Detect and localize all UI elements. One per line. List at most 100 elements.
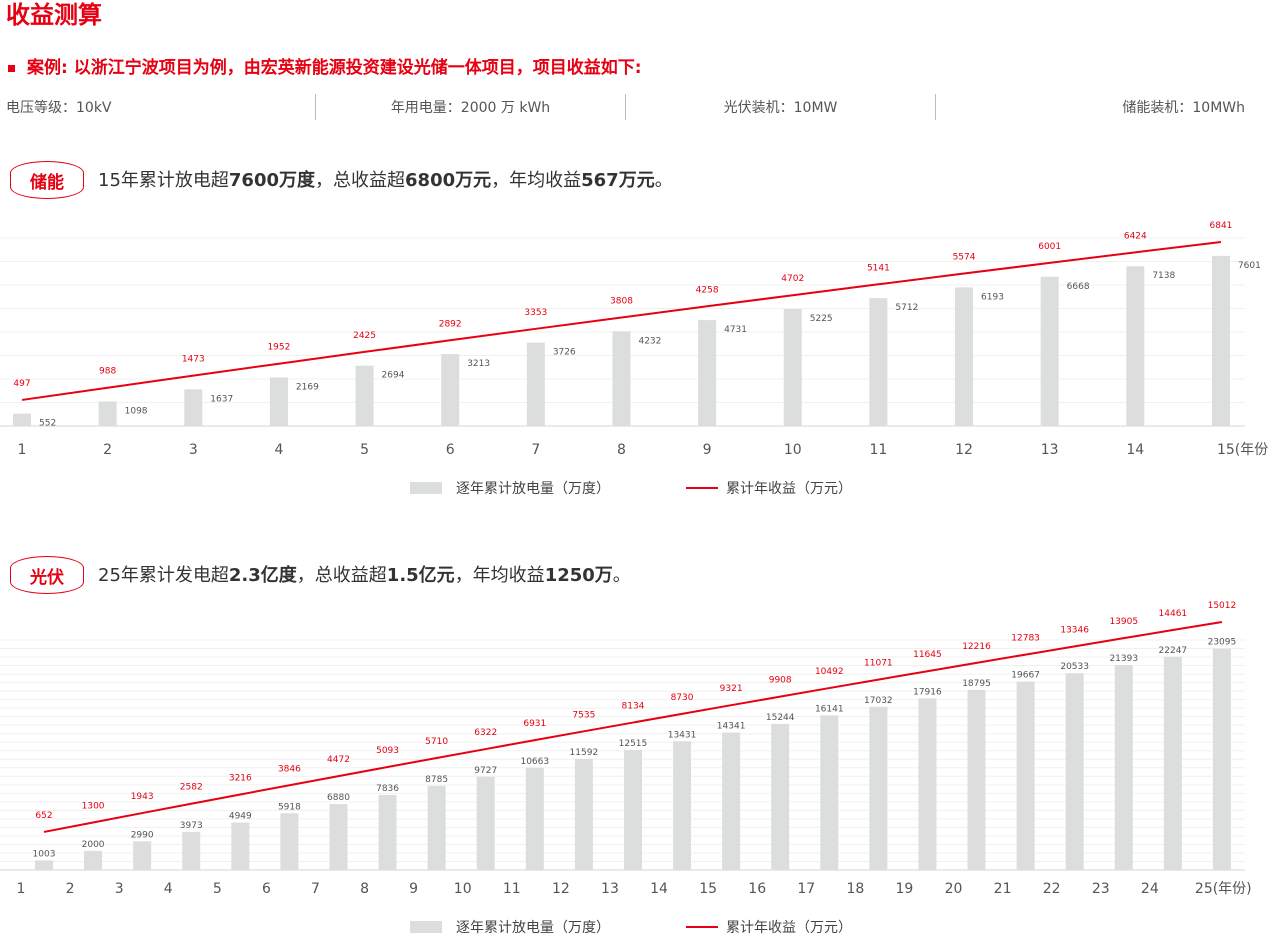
bar <box>280 813 299 870</box>
revenue-line <box>21 240 1222 401</box>
bar-value-label: 9727 <box>474 766 497 776</box>
bar-value-label: 7836 <box>376 784 399 794</box>
x-tick-label: 1 <box>18 442 27 458</box>
line-value-label: 5093 <box>376 746 399 756</box>
line-value-label: 8134 <box>622 702 645 712</box>
bar <box>133 841 152 870</box>
line-value-label: 3216 <box>229 773 252 783</box>
x-tick-label: 5 <box>360 442 369 458</box>
bar-value-label: 23095 <box>1208 638 1237 648</box>
x-tick-label: 18 <box>846 881 864 897</box>
bar-value-label: 7138 <box>1152 271 1175 281</box>
summary-highlight: 7600万度 <box>228 170 316 191</box>
line-value-label: 4702 <box>781 274 804 284</box>
x-tick-label: 2 <box>103 442 112 458</box>
summary-highlight: 1.5亿元 <box>386 565 455 586</box>
line-value-label: 6424 <box>1124 231 1147 241</box>
x-tick-label: 7 <box>311 881 320 897</box>
bar-value-label: 20533 <box>1060 662 1089 672</box>
line-value-label: 1473 <box>182 355 205 365</box>
line-value-label: 5141 <box>867 263 890 273</box>
line-value-label: 6322 <box>474 728 497 738</box>
line-value-label: 6841 <box>1210 221 1233 231</box>
line-value-label: 3353 <box>524 308 547 318</box>
bar <box>231 822 250 870</box>
summary-text: ，年均收益 <box>491 170 582 191</box>
bar <box>184 389 203 426</box>
summary-text: 15年累计放电超 <box>98 170 229 191</box>
bar-value-label: 5918 <box>278 802 301 812</box>
legend-bar-label: 逐年累计放电量（万度） <box>456 920 610 936</box>
bar <box>329 804 348 870</box>
x-tick-label: 25(年份) <box>1195 881 1252 897</box>
bar <box>1212 648 1231 870</box>
x-tick-label: 5 <box>213 881 222 897</box>
line-value-label: 13346 <box>1060 625 1089 635</box>
bar-value-label: 7601 <box>1238 261 1261 271</box>
bar <box>574 758 593 870</box>
case-text: 案例: 以浙江宁波项目为例，由宏英新能源投资建设光储一体项目，项目收益如下: <box>27 58 642 78</box>
legend-line-label: 累计年收益（万元） <box>726 481 852 497</box>
x-tick-label: 19 <box>896 881 914 897</box>
bar <box>820 715 839 870</box>
x-tick-label: 1 <box>17 881 26 897</box>
pv-legend: 逐年累计放电量（万度） 累计年收益（万元） <box>410 917 852 937</box>
summary-highlight: 567万元 <box>581 170 655 191</box>
line-value-label: 652 <box>35 811 52 821</box>
line-value-label: 11071 <box>864 659 893 669</box>
line-value-label: 8730 <box>671 693 694 703</box>
bar <box>612 331 631 426</box>
bar-value-label: 2990 <box>131 830 154 840</box>
bar-value-label: 12515 <box>619 739 648 749</box>
bar-value-label: 17916 <box>913 687 942 697</box>
bar-value-label: 3213 <box>467 359 490 369</box>
bar <box>526 342 545 426</box>
x-tick-label: 13 <box>601 881 619 897</box>
bar <box>1163 656 1182 870</box>
line-value-label: 1300 <box>82 801 105 811</box>
x-tick-label: 6 <box>262 881 271 897</box>
line-value-label: 3846 <box>278 764 301 774</box>
x-tick-label: 12 <box>552 881 570 897</box>
summary-text: 。 <box>654 170 673 191</box>
bar-value-label: 4949 <box>229 812 252 822</box>
bar <box>869 298 888 426</box>
bar <box>35 860 53 870</box>
bar <box>673 741 692 870</box>
line-value-label: 11645 <box>913 650 942 660</box>
bullet-square-icon <box>8 64 15 72</box>
x-tick-label: 11 <box>503 881 521 897</box>
line-value-label: 2892 <box>439 319 462 329</box>
bar-value-label: 552 <box>39 419 56 429</box>
x-tick-label: 10 <box>454 881 472 897</box>
bar <box>918 698 937 870</box>
bar-value-label: 21393 <box>1109 654 1138 664</box>
bar <box>441 354 460 426</box>
line-value-label: 4258 <box>696 285 719 295</box>
bar <box>1016 681 1035 870</box>
line-value-label: 5574 <box>953 253 976 263</box>
x-tick-label: 24 <box>1141 881 1159 897</box>
bar <box>1126 266 1145 426</box>
bar-value-label: 14341 <box>717 722 746 732</box>
x-tick-label: 2 <box>66 881 75 897</box>
summary-highlight: 2.3亿度 <box>228 565 297 586</box>
bar-value-label: 8785 <box>425 775 448 785</box>
line-value-label: 6001 <box>1038 242 1061 252</box>
bar <box>869 706 888 870</box>
bar <box>783 309 802 426</box>
summary-text: ，年均收益 <box>454 565 545 586</box>
bar-value-label: 2000 <box>82 840 105 850</box>
spec-row: 电压等级：10kV 年用电量：2000 万 kWh 光伏装机：10MW 储能装机… <box>0 94 1245 120</box>
line-value-label: 13905 <box>1109 617 1138 627</box>
bar-value-label: 1098 <box>125 406 148 416</box>
bar-value-label: 3726 <box>553 348 576 358</box>
bar <box>84 850 103 870</box>
bar <box>698 320 717 426</box>
legend-line-label: 累计年收益（万元） <box>726 920 852 936</box>
bar <box>967 689 986 870</box>
bar <box>1114 664 1133 870</box>
bar <box>771 723 790 870</box>
line-value-label: 988 <box>99 367 116 377</box>
line-value-label: 12783 <box>1011 634 1040 644</box>
